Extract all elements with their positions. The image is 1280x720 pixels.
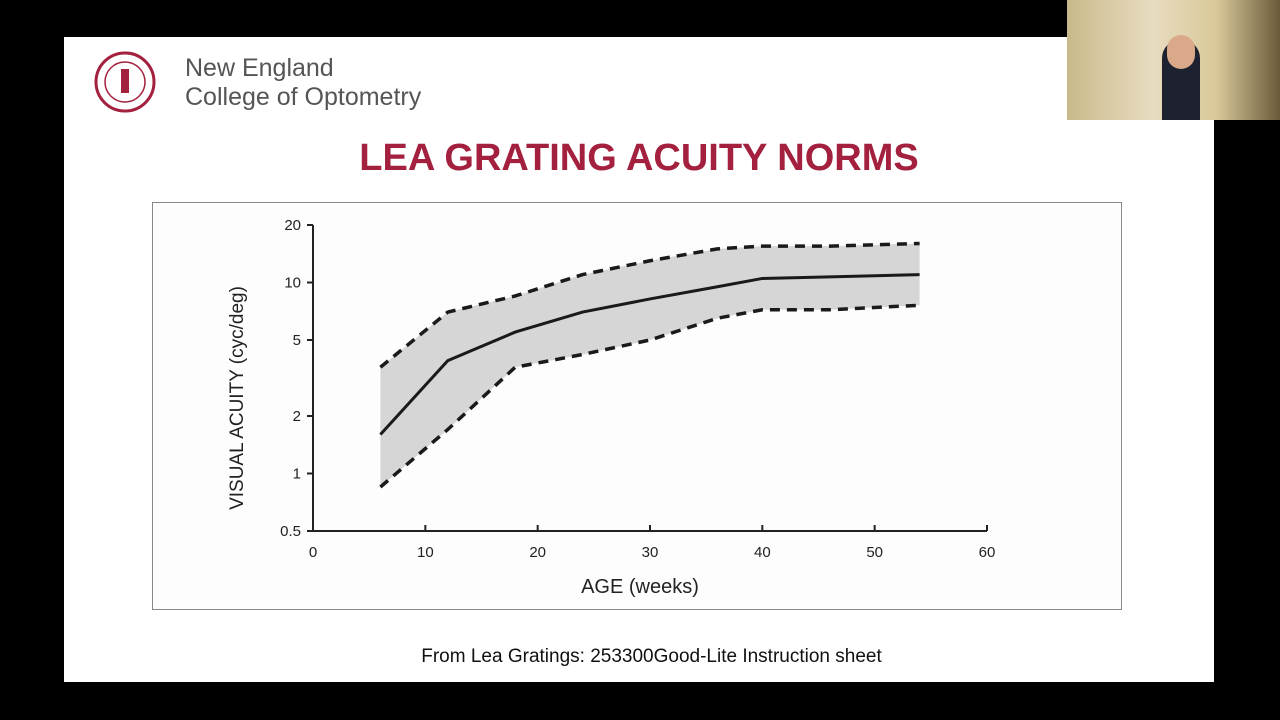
dashed-line [379, 241, 920, 369]
chart: 0.5 1 2 5 10 20 0 10 20 30 40 50 60 AGE (weeks) VISUAL… [227, 217, 996, 598]
webcam-video [1067, 0, 1280, 120]
y-tick-label: 1 [293, 466, 301, 483]
slide: New England College of Optometry LEA GRA… [64, 37, 1214, 682]
x-axis-label: AGE (weeks) [581, 576, 699, 598]
caption: From Lea Gratings: 253300Good-Lite Instr… [421, 646, 882, 667]
x-tick-label: 60 [979, 544, 996, 561]
x-tick-label: 30 [642, 544, 659, 561]
x-tick-label: 10 [417, 544, 434, 561]
logo-text: New England [185, 54, 334, 82]
college-logo [94, 51, 156, 113]
x-tick-label: 40 [754, 544, 771, 561]
slide-title: LEA GRATING ACUITY NORMS [359, 137, 919, 179]
y-axis-label: VISUAL ACUITY (cyc/deg) [227, 286, 248, 510]
y-tick-label: 0.5 [280, 523, 301, 540]
x-tick-label: 0 [309, 544, 317, 561]
logo-text: College of Optometry [185, 83, 422, 111]
y-tick-label: 2 [293, 408, 301, 425]
dashed-line [379, 303, 920, 489]
y-tick-label: 5 [293, 332, 301, 349]
x-tick-label: 20 [529, 544, 546, 561]
line [379, 273, 920, 436]
x-tick-label: 50 [866, 544, 883, 561]
band [380, 243, 920, 487]
chart-frame: 0.5 1 2 5 10 20 0 10 20 30 40 50 60 AGE (weeks) VISUAL… [152, 202, 1122, 610]
y-tick-label: 10 [284, 274, 301, 291]
y-tick-label: 20 [284, 217, 301, 234]
presenter-face [1167, 35, 1195, 69]
